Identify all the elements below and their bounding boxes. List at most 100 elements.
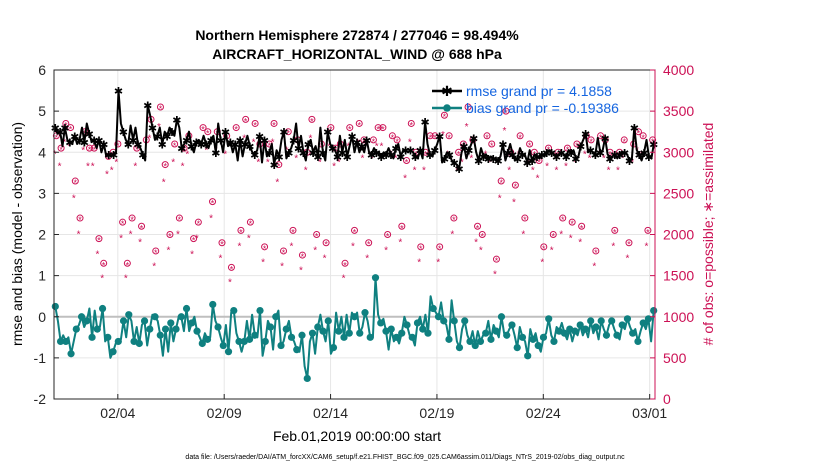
rmse-point: ✱	[323, 127, 332, 139]
rmse-point: ✱	[250, 150, 259, 162]
obs-possible-marker	[166, 231, 174, 238]
obs-assimilated-marker: *	[124, 273, 128, 284]
obs-possible-marker	[625, 239, 633, 247]
obs-possible-marker	[289, 226, 297, 234]
bias-point	[193, 327, 201, 335]
obs-assimilated-marker: *	[185, 150, 189, 161]
rmse-point: ✱	[167, 127, 176, 139]
bias-point	[350, 313, 359, 321]
bias-point	[324, 317, 332, 325]
bias-point	[476, 337, 485, 346]
obs-possible-marker	[355, 119, 363, 127]
obs-assimilated-marker: *	[583, 150, 587, 161]
obs-assimilated-marker: *	[514, 182, 518, 192]
obs-possible-marker	[445, 132, 453, 140]
rmse-point: ✱	[284, 148, 293, 160]
obs-assimilated-marker: *	[88, 145, 92, 155]
bias-point	[571, 327, 579, 335]
obs-assimilated-marker: *	[162, 178, 166, 189]
rmse-point: ✱	[177, 144, 186, 156]
obs-possible-marker	[270, 119, 278, 127]
bias-point	[172, 325, 180, 333]
rmse-point: ✱	[260, 135, 269, 147]
obs-possible-marker	[246, 218, 254, 226]
obs-assimilated-marker: *	[178, 215, 182, 225]
bias-point	[429, 304, 437, 313]
obs-assimilated-marker: *	[637, 129, 641, 139]
obs-assimilated-marker: *	[413, 166, 417, 177]
obs-assimilated-marker: *	[64, 120, 68, 130]
obs-assimilated-marker: *	[209, 214, 213, 225]
y-tick-label-left: 3	[38, 185, 46, 201]
bias-point	[104, 333, 112, 341]
rmse-point: ✱	[586, 146, 595, 158]
obs-assimilated-marker: *	[564, 162, 568, 173]
y-tick-label-left: 0	[38, 309, 46, 325]
bias-point	[608, 317, 616, 325]
y-tick-label-left: 1	[38, 268, 46, 284]
bias-point	[445, 335, 453, 343]
bias-point	[650, 306, 658, 315]
obs-assimilated-marker: *	[528, 141, 532, 151]
obs-possible-marker	[407, 119, 415, 127]
bias-point	[214, 323, 222, 331]
obs-assimilated-marker: *	[512, 198, 516, 209]
x-tick-label: 02/09	[207, 405, 242, 421]
obs-possible-marker	[194, 218, 202, 226]
rmse-point: ✱	[562, 152, 571, 164]
bias-point	[277, 341, 285, 350]
bias-point	[450, 317, 458, 325]
bias-point	[161, 325, 170, 333]
obs-assimilated-marker: *	[58, 162, 62, 173]
bias-point	[224, 348, 233, 356]
bias-point	[319, 327, 327, 335]
obs-assimilated-marker: *	[55, 133, 59, 143]
rmse-point: ✱	[206, 135, 215, 147]
rmse-point: ✱	[401, 146, 410, 158]
bias-point	[177, 313, 185, 321]
bias-point	[529, 335, 537, 343]
rmse-point: ✱	[182, 135, 191, 147]
obs-assimilated-marker: *	[626, 253, 630, 264]
obs-possible-marker	[322, 239, 330, 247]
rmse-point: ✱	[143, 100, 152, 112]
rmse-point: ✱	[318, 148, 327, 160]
obs-assimilated-marker: *	[343, 260, 347, 270]
obs-assimilated-marker: *	[138, 237, 142, 248]
obs-assimilated-marker: *	[509, 149, 513, 159]
obs-assimilated-marker: *	[507, 166, 511, 177]
obs-assimilated-marker: *	[410, 120, 414, 130]
obs-assimilated-marker: *	[201, 125, 205, 135]
obs-assimilated-marker: *	[348, 125, 352, 135]
obs-assimilated-marker: *	[286, 129, 290, 139]
obs-assimilated-marker: *	[77, 229, 81, 240]
obs-possible-marker	[488, 140, 496, 148]
rmse-point: ✱	[60, 123, 69, 135]
bias-point	[282, 325, 290, 333]
obs-assimilated-marker: *	[438, 244, 442, 254]
rmse-point: ✱	[625, 156, 634, 168]
y-tick-label-right: 2000	[663, 227, 694, 243]
rmse-point: ✱	[367, 150, 376, 162]
obs-assimilated-marker: *	[181, 162, 185, 173]
obs-possible-marker	[71, 177, 79, 185]
obs-possible-marker	[156, 103, 164, 111]
bias-point	[83, 317, 91, 325]
obs-assimilated-marker: *	[81, 146, 85, 157]
obs-assimilated-marker: *	[460, 158, 464, 169]
bias-point	[492, 327, 500, 335]
rmse-point: ✱	[610, 150, 619, 162]
rmse-point: ✱	[313, 152, 322, 164]
bias-point	[518, 333, 527, 341]
y-tick-label-right: 500	[663, 350, 687, 366]
bias-point	[56, 337, 65, 346]
rmse-point: ✱	[153, 131, 162, 143]
obs-assimilated-marker: *	[452, 215, 456, 225]
bias-point	[345, 329, 353, 337]
obs-assimilated-marker: *	[536, 174, 540, 185]
obs-assimilated-marker: *	[271, 138, 275, 149]
rmse-point: ✱	[596, 148, 605, 160]
bias-point	[293, 346, 301, 354]
obs-possible-marker	[403, 156, 411, 164]
